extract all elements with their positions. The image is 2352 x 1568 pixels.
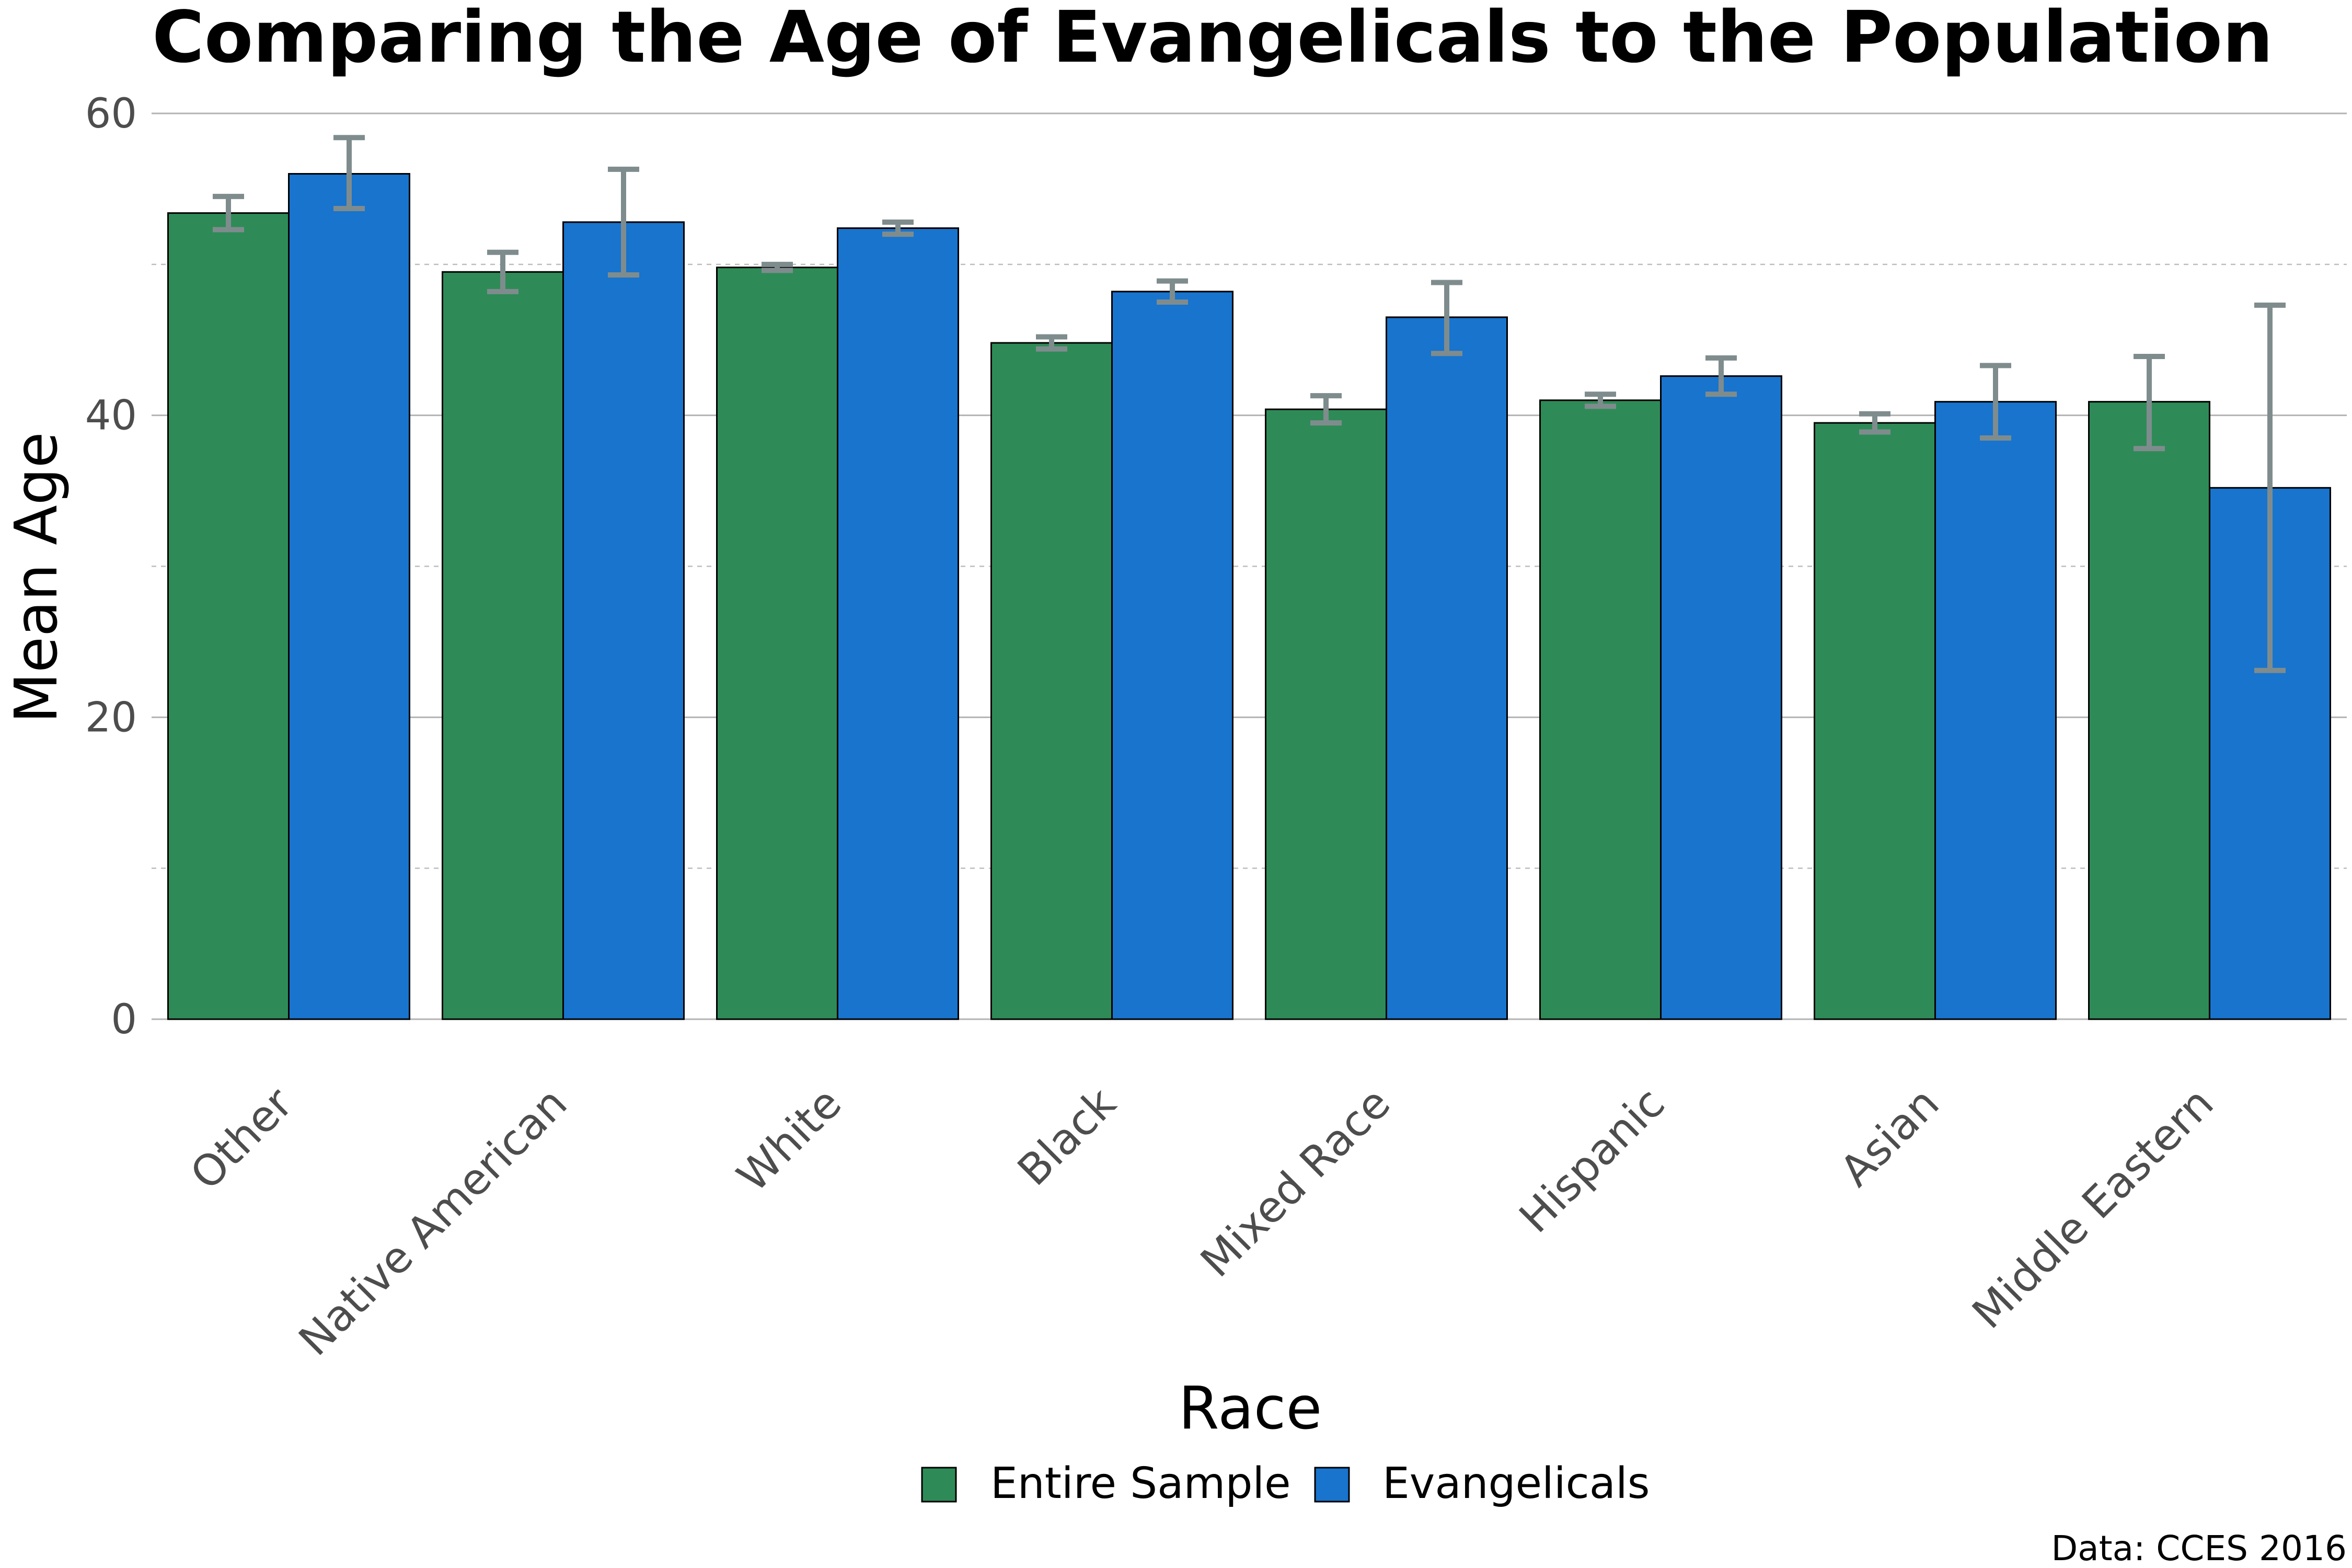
bars-layer — [167, 173, 2331, 1020]
legend-swatch-evangelicals — [1314, 1467, 1350, 1503]
x-axis-title: Race — [1179, 1375, 1322, 1443]
error-bars-layer — [213, 135, 2286, 673]
bar-hispanic-evangelicals — [1660, 375, 1782, 1020]
caption: Data: CCES 2016 — [2051, 1528, 2347, 1568]
legend-swatch-entire-sample — [921, 1467, 957, 1503]
y-tick-label: 0 — [111, 996, 137, 1043]
legend-label-evangelicals: Evangelicals — [1382, 1459, 1650, 1508]
y-tick-label: 40 — [85, 393, 137, 440]
error-bar-hispanic-entire-sample — [1585, 391, 1616, 409]
error-bar-other-evangelicals — [333, 135, 365, 211]
x-tick-label-mixed-race: Mixed Race — [1192, 1078, 1400, 1287]
bar-middle-eastern-entire-sample — [2088, 401, 2210, 1020]
bar-black-evangelicals — [1111, 291, 1233, 1020]
y-axis-title: Mean Age — [3, 432, 71, 723]
legend-label-entire-sample: Entire Sample — [990, 1459, 1291, 1508]
x-tick-label-hispanic: Hispanic — [1510, 1078, 1674, 1242]
error-bar-white-entire-sample — [762, 261, 793, 273]
error-bar-white-evangelicals — [882, 219, 914, 237]
error-bar-asian-evangelicals — [1980, 363, 2011, 441]
error-bar-middle-eastern-entire-sample — [2134, 354, 2165, 452]
bar-other-entire-sample — [167, 212, 290, 1020]
x-tick-label-other: Other — [181, 1078, 303, 1200]
bar-white-evangelicals — [837, 227, 959, 1020]
bar-asian-evangelicals — [1934, 401, 2057, 1020]
x-tick-label-white: White — [728, 1078, 851, 1202]
legend: Entire Sample Evangelicals — [921, 1459, 1650, 1508]
error-bar-mixed-race-evangelicals — [1431, 280, 1462, 356]
error-bar-asian-entire-sample — [1859, 411, 1890, 435]
y-axis: 0 20 40 60 — [85, 90, 137, 1043]
bar-mixed-race-evangelicals — [1386, 316, 1508, 1020]
bar-native-american-evangelicals — [562, 221, 685, 1020]
bar-mixed-race-entire-sample — [1265, 408, 1387, 1020]
bar-black-entire-sample — [990, 342, 1113, 1020]
bar-native-american-entire-sample — [442, 271, 564, 1020]
chart-title: Comparing the Age of Evangelicals to the… — [152, 0, 2273, 79]
x-tick-label-native-american: Native American — [290, 1078, 577, 1365]
error-bar-other-entire-sample — [213, 193, 244, 233]
error-bar-black-entire-sample — [1036, 334, 1067, 352]
y-tick-label: 20 — [85, 694, 137, 741]
bar-other-evangelicals — [288, 173, 410, 1020]
x-tick-label-black: Black — [1008, 1078, 1125, 1195]
error-bar-middle-eastern-evangelicals — [2254, 302, 2286, 673]
error-bar-mixed-race-entire-sample — [1310, 393, 1342, 426]
error-bar-hispanic-evangelicals — [1705, 355, 1737, 397]
bar-hispanic-entire-sample — [1539, 399, 1662, 1020]
x-tick-label-middle-eastern: Middle Eastern — [1963, 1078, 2223, 1338]
bar-white-entire-sample — [716, 267, 838, 1020]
error-bar-native-american-entire-sample — [487, 249, 518, 294]
error-bar-black-evangelicals — [1157, 278, 1188, 305]
y-tick-label: 60 — [85, 90, 137, 137]
error-bar-native-american-evangelicals — [608, 166, 639, 278]
bar-asian-entire-sample — [1814, 422, 1936, 1020]
x-tick-label-asian: Asian — [1831, 1078, 1949, 1196]
